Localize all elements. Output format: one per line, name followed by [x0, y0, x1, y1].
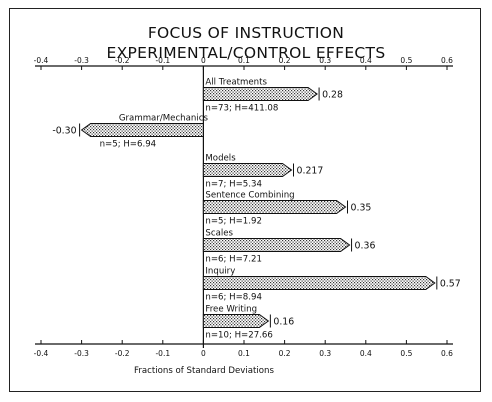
bottom-tick-label: -0.3 [74, 349, 89, 358]
bar-category-label: Inquiry [205, 267, 235, 277]
bar-arrow [202, 314, 270, 328]
top-tick-label: -0.2 [115, 56, 130, 65]
bar-stats-label: n=5; H=1.92 [205, 217, 262, 227]
top-tick-label: -0.3 [74, 56, 89, 65]
top-tick-label: 0.5 [400, 56, 412, 65]
bottom-tick-label: -0.4 [34, 349, 49, 358]
bottom-tick-label: 0.2 [279, 349, 291, 358]
bar-category-label: Scales [205, 229, 233, 239]
bar-category-label: Free Writing [205, 305, 257, 315]
bottom-tick-label: 0.6 [441, 349, 453, 358]
bar-stats-label: n=7; H=5.34 [205, 180, 262, 190]
bar-stats-label: n=5; H=6.94 [100, 140, 157, 150]
bar-arrow [202, 200, 347, 214]
top-tick-label: -0.4 [34, 56, 49, 65]
bottom-tick-label: 0 [201, 349, 206, 358]
bottom-tick-label: -0.1 [155, 349, 170, 358]
bar-value-label: 0.36 [355, 241, 376, 252]
top-tick-label: 0.6 [441, 56, 453, 65]
bar-category-label: All Treatments [205, 78, 267, 88]
bar-arrow [202, 87, 318, 101]
bottom-tick-label: 0.4 [360, 349, 372, 358]
top-tick-label: 0.3 [319, 56, 331, 65]
bottom-tick-label: 0.1 [238, 349, 250, 358]
top-tick-label: 0.4 [360, 56, 372, 65]
bar-value-label: 0.57 [440, 279, 461, 290]
bar-category-label: Grammar/Mechanics [119, 114, 209, 124]
bottom-tick-label: -0.2 [115, 349, 130, 358]
chart-title-line-1: FOCUS OF INSTRUCTION [148, 24, 344, 42]
top-tick-label: 0.2 [279, 56, 291, 65]
bottom-tick-label: 0.3 [319, 349, 331, 358]
x-axis-title: Fractions of Standard Deviations [134, 366, 274, 376]
top-tick-label: 0.1 [238, 56, 250, 65]
bottom-tick-label: 0.5 [400, 349, 412, 358]
bar-stats-label: n=73; H=411.08 [205, 104, 278, 114]
bar-stats-label: n=6; H=8.94 [205, 293, 262, 303]
bar-arrow [202, 238, 351, 252]
bar-arrow [80, 123, 204, 137]
bar-stats-label: n=6; H=7.21 [205, 255, 262, 265]
bar-value-label: 0.28 [322, 90, 343, 101]
bar-value-label: 0.16 [273, 317, 294, 328]
top-tick-label: 0 [201, 56, 206, 65]
bar-arrow [202, 163, 293, 177]
bar-value-label: -0.30 [52, 126, 76, 137]
bar-category-label: Sentence Combining [205, 191, 294, 201]
bar-category-label: Models [205, 154, 236, 164]
bar-arrow [202, 276, 436, 290]
bar-value-label: 0.35 [351, 203, 372, 214]
top-tick-label: -0.1 [155, 56, 170, 65]
bar-stats-label: n=10; H=27.66 [205, 331, 272, 341]
bar-value-label: 0.217 [297, 166, 324, 177]
chart-title-line-2: EXPERIMENTAL/CONTROL EFFECTS [107, 44, 386, 62]
